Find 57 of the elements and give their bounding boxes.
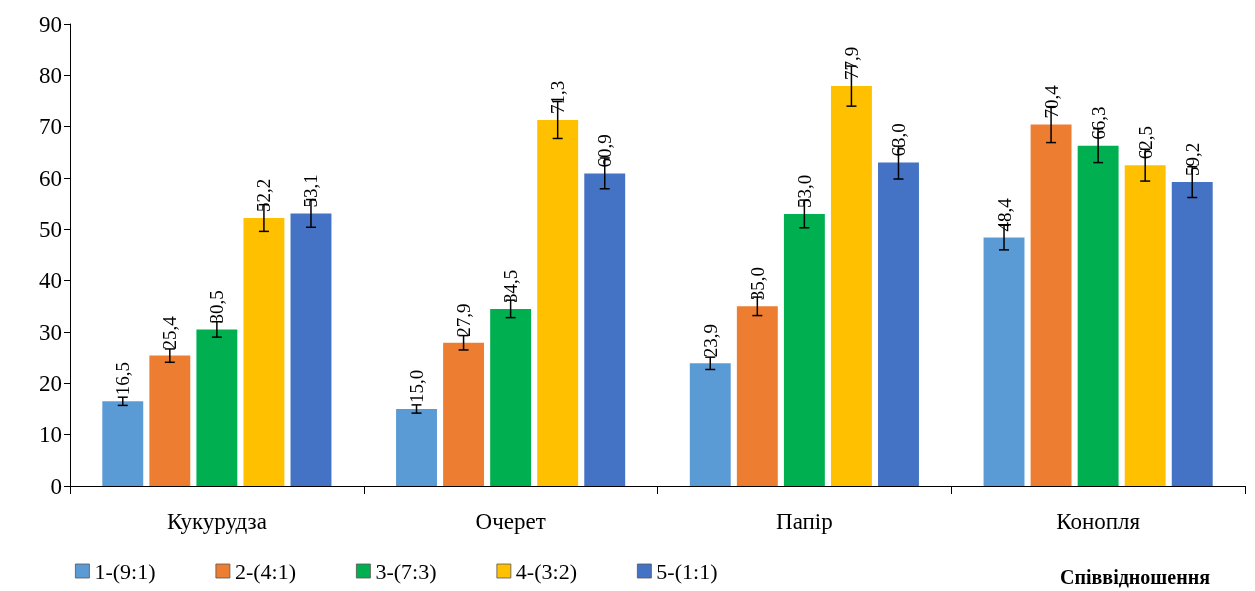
legend-title: Співвідношення [1060, 566, 1211, 588]
data-label: 60,9 [594, 134, 616, 168]
bar [490, 308, 532, 486]
data-label: 34,5 [500, 269, 522, 303]
bar [584, 173, 626, 486]
bar [537, 119, 579, 486]
bar [443, 342, 485, 486]
y-tick-label: 0 [50, 473, 62, 499]
data-label: 59,2 [1181, 142, 1203, 177]
y-tick-label: 20 [39, 370, 62, 396]
bar [1077, 145, 1119, 486]
data-label: 70,4 [1040, 84, 1062, 119]
legend-label: 1-(9:1) [94, 558, 156, 584]
y-tick-label: 30 [39, 319, 62, 345]
bar [1171, 182, 1213, 486]
data-label: 25,4 [159, 315, 181, 350]
legend-label: 3-(7:3) [375, 558, 437, 584]
bar [1030, 124, 1072, 486]
bar [736, 306, 778, 486]
legend-label: 5-(1:1) [656, 558, 718, 584]
bar [290, 213, 332, 486]
bar [1124, 165, 1166, 486]
data-label: 53,0 [793, 174, 815, 208]
bar [102, 401, 144, 486]
x-tick-label: Конопля [1056, 509, 1141, 534]
data-label: 48,4 [993, 197, 1015, 232]
data-label: 77,9 [840, 46, 862, 81]
data-label: 16,5 [112, 362, 134, 396]
y-tick-label: 80 [39, 62, 62, 88]
legend-label: 4-(3:2) [515, 558, 577, 584]
bar [243, 218, 285, 486]
y-tick-label: 70 [39, 114, 62, 140]
bar [196, 329, 238, 486]
data-label: 23,9 [699, 324, 721, 358]
y-tick-label: 10 [39, 422, 62, 448]
data-label: 35,0 [746, 267, 768, 301]
x-tick-label: Папір [776, 509, 833, 534]
y-tick-label: 40 [39, 268, 62, 294]
data-label: 63,0 [887, 123, 909, 157]
y-tick-label: 60 [39, 165, 62, 191]
bar [396, 409, 437, 486]
y-tick-label: 90 [39, 11, 62, 37]
data-label: 15,0 [406, 369, 428, 403]
data-label: 30,5 [206, 290, 228, 324]
y-tick-label: 50 [39, 216, 62, 242]
data-label: 71,3 [547, 80, 569, 114]
x-tick-label: Очерет [475, 509, 546, 534]
bar [878, 162, 919, 486]
bar [689, 363, 731, 486]
bar [783, 213, 825, 486]
x-tick-label: Кукурудза [166, 509, 267, 534]
data-label: 62,5 [1134, 125, 1156, 160]
bar [149, 355, 191, 486]
data-label: 27,9 [453, 303, 475, 337]
legend-label: 2-(4:1) [234, 558, 296, 584]
bar [983, 237, 1025, 486]
bar [830, 86, 872, 486]
